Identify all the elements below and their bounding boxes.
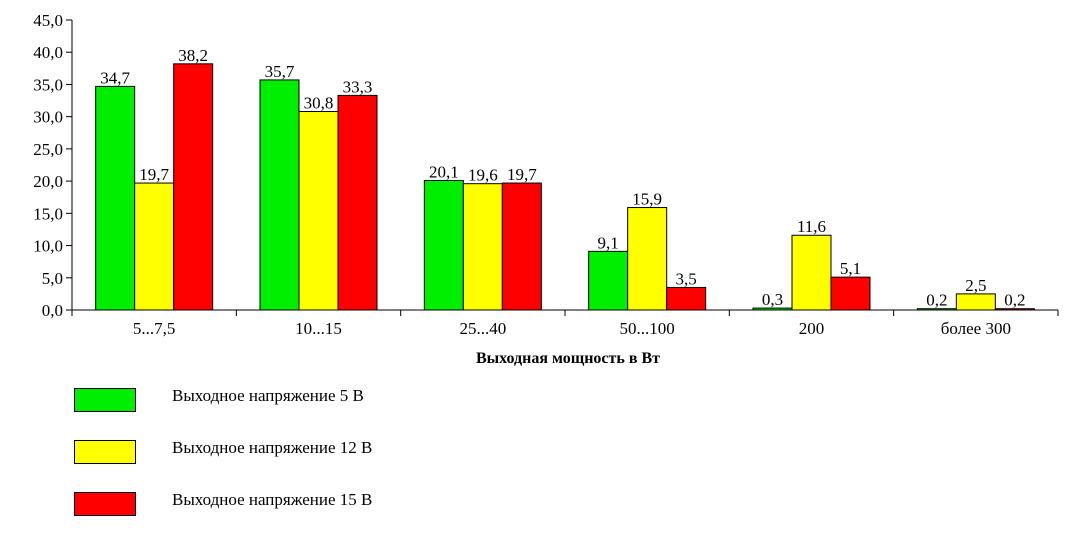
data-label: 2,5 [965, 276, 986, 295]
bar [337, 94, 378, 311]
y-tick-label: 40,0 [33, 43, 63, 62]
bar [588, 250, 629, 311]
data-label: 19,6 [468, 166, 498, 185]
x-tick-label: 5...7,5 [133, 319, 176, 338]
data-label: 34,7 [100, 68, 130, 87]
bar [830, 276, 871, 311]
x-tick-label: более 300 [941, 319, 1011, 338]
data-label: 20,1 [429, 162, 459, 181]
x-tick-label: 50...100 [620, 319, 675, 338]
legend-label: Выходное напряжение 12 В [172, 438, 373, 457]
legend-label: Выходное напряжение 5 В [172, 386, 364, 405]
legend-swatch [74, 440, 136, 464]
data-label: 19,7 [507, 165, 537, 184]
bar [501, 182, 542, 311]
x-axis-title: Выходная мощность в Вт [475, 350, 661, 367]
y-axis-ticks: 0,0 5,0 10,0 15,0 20,0 25,0 30,0 35,0 40,0 45,0 [33, 11, 72, 320]
bar [95, 85, 136, 311]
data-label: 35,7 [265, 62, 295, 81]
y-tick-label: 35,0 [33, 75, 63, 94]
bars [95, 63, 1035, 311]
legend-swatch [74, 492, 136, 516]
data-label: 3,5 [676, 269, 697, 288]
y-tick-label: 20,0 [33, 172, 63, 191]
bar [298, 111, 339, 311]
bar [994, 308, 1035, 311]
bar [627, 207, 668, 311]
data-label: 9,1 [598, 233, 619, 252]
y-tick-label: 45,0 [33, 11, 63, 30]
legend-swatch [74, 388, 136, 412]
y-tick-label: 15,0 [33, 204, 63, 223]
data-label: 38,2 [178, 46, 208, 65]
bar [173, 63, 214, 311]
x-tick-label: 200 [799, 319, 825, 338]
data-label: 30,8 [304, 94, 334, 113]
bar [462, 183, 503, 311]
x-axis-ticks: 5...7,5 10...15 25...40 50...100 200 более 30… [71, 310, 1059, 338]
bar [955, 293, 996, 311]
bar [666, 286, 707, 311]
bar [259, 79, 300, 311]
bar [791, 234, 832, 311]
bar-chart: 0,0 5,0 10,0 15,0 20,0 25,0 30,0 35,0 40,0 45,0 5… [33, 11, 1059, 338]
data-label: 11,6 [797, 217, 826, 236]
data-label: 5,1 [840, 259, 861, 278]
legend-label: Выходное напряжение 15 В [172, 490, 373, 509]
y-tick-label: 25,0 [33, 140, 63, 159]
data-labels: 34,7 19,7 38,2 35,7 30,8 33,3 20,1 19,6 19,7 9,1 1… [100, 46, 1025, 310]
data-label: 0,2 [1004, 291, 1025, 310]
y-tick-label: 10,0 [33, 237, 63, 256]
data-label: 33,3 [343, 77, 373, 96]
bar [423, 179, 464, 311]
y-tick-label: 0,0 [42, 301, 63, 320]
x-tick-label: 10...15 [295, 319, 342, 338]
x-tick-label: 25...40 [459, 319, 506, 338]
data-label: 15,9 [632, 190, 662, 209]
y-tick-label: 5,0 [42, 269, 63, 288]
data-label: 0,3 [762, 290, 783, 309]
y-tick-label: 30,0 [33, 108, 63, 127]
data-label: 0,2 [926, 291, 947, 310]
data-label: 19,7 [139, 165, 169, 184]
bar [134, 182, 175, 311]
